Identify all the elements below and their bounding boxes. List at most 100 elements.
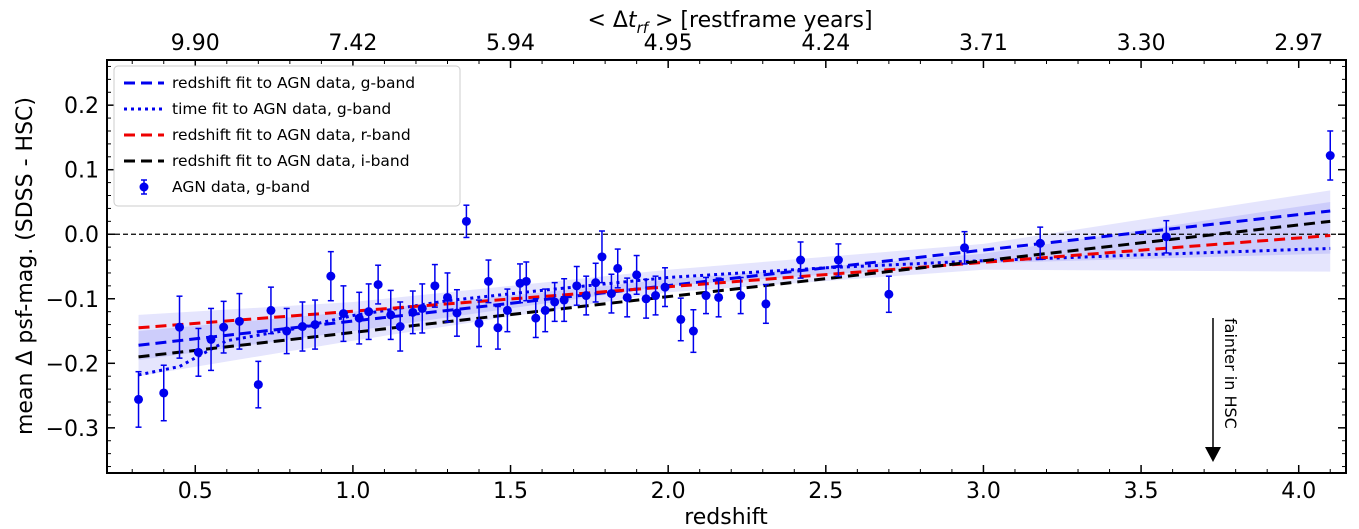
data-marker xyxy=(521,276,531,286)
top-axis-label: < Δtrf > [restframe years] xyxy=(587,8,872,37)
data-marker xyxy=(676,314,686,324)
agn-data-point xyxy=(572,265,582,306)
data-marker xyxy=(833,255,843,265)
data-marker xyxy=(1161,232,1171,242)
agn-data-point xyxy=(159,364,169,422)
agn-data-point xyxy=(193,327,203,377)
agn-data-point xyxy=(266,286,276,335)
top-tick-label: 5.94 xyxy=(486,31,535,56)
agn-data-point xyxy=(701,276,711,315)
top-tick-label: 4.95 xyxy=(644,31,693,56)
agn-data-point xyxy=(175,295,185,359)
agn-data-point xyxy=(461,204,471,239)
agn-data-point xyxy=(688,308,698,354)
agn-data-point xyxy=(206,307,216,372)
data-marker xyxy=(134,394,144,404)
data-marker xyxy=(338,309,348,319)
agn-data-point xyxy=(386,289,396,341)
x-tick-label: 2.5 xyxy=(808,479,843,504)
data-marker xyxy=(461,216,471,226)
data-marker xyxy=(193,347,203,357)
data-marker xyxy=(159,388,169,398)
x-tick-label: 1.0 xyxy=(335,479,370,504)
data-marker xyxy=(373,280,383,290)
data-marker xyxy=(796,255,806,265)
agn-data-point xyxy=(761,283,771,325)
data-marker xyxy=(581,291,591,301)
data-marker xyxy=(884,289,894,299)
data-marker xyxy=(417,303,427,313)
data-marker xyxy=(408,307,418,317)
data-marker xyxy=(219,322,229,332)
agn-data-point xyxy=(326,250,336,302)
data-marker xyxy=(651,291,661,301)
y-tick-label: 0.0 xyxy=(64,223,99,248)
axis-ticks xyxy=(107,60,1346,473)
x-tick-label: 4.0 xyxy=(1281,479,1316,504)
agn-data-point xyxy=(796,241,806,279)
agn-data-point xyxy=(676,297,686,342)
fainter-in-hsc-annotation: fainter in HSC xyxy=(1205,318,1240,462)
agn-data-point xyxy=(1325,130,1335,181)
arrow-head-icon xyxy=(1205,447,1221,462)
data-marker xyxy=(310,320,320,330)
data-marker xyxy=(364,307,374,317)
data-marker xyxy=(175,322,185,332)
data-marker xyxy=(266,305,276,315)
data-marker xyxy=(540,305,550,315)
fit-line-redshift-r xyxy=(138,234,1331,330)
legend-box xyxy=(113,65,461,207)
y-tick-label: 0.1 xyxy=(64,159,99,184)
data-marker xyxy=(960,243,970,253)
data-marker xyxy=(502,305,512,315)
legend-label-redshift-g: redshift fit to AGN data, g-band xyxy=(172,74,415,92)
x-tick-label: 3.5 xyxy=(1124,479,1159,504)
y-axis-label: mean Δ psf-mag. (SDSS - HSC) xyxy=(13,97,38,435)
agn-data-points xyxy=(134,130,1335,428)
x-tick-label: 0.5 xyxy=(178,479,213,504)
agn-data-point xyxy=(660,267,670,308)
agn-data-point xyxy=(521,261,531,302)
data-marker xyxy=(282,326,292,336)
agn-data-point xyxy=(395,301,405,352)
legend-label-redshift-i: redshift fit to AGN data, i-band xyxy=(172,152,410,170)
data-marker xyxy=(395,322,405,332)
agn-data-point xyxy=(1035,226,1045,261)
legend-label-time-g: time fit to AGN data, g-band xyxy=(172,100,391,118)
data-marker xyxy=(572,281,582,291)
x-tick-label: 1.5 xyxy=(493,479,528,504)
agn-data-point xyxy=(591,262,601,303)
fit-line-redshift-i xyxy=(138,219,1331,359)
agn-data-point xyxy=(884,275,894,314)
x-axis-label: redshift xyxy=(684,505,768,529)
data-marker xyxy=(597,252,607,262)
agn-data-point xyxy=(531,298,541,339)
data-marker xyxy=(386,310,396,320)
agn-data-point xyxy=(134,370,144,428)
data-marker xyxy=(714,292,724,302)
confidence-band-0 xyxy=(138,190,1331,377)
agn-data-point xyxy=(493,305,503,350)
data-marker xyxy=(606,289,616,299)
agn-data-point xyxy=(960,230,970,265)
agn-data-point xyxy=(550,281,560,323)
agn-data-point xyxy=(354,291,364,345)
data-marker xyxy=(613,263,623,273)
legend-swatch-agn-points xyxy=(139,179,149,195)
axes-frame xyxy=(106,59,1347,474)
top-tick-label: 7.42 xyxy=(328,31,377,56)
top-tick-label: 3.30 xyxy=(1117,31,1166,56)
data-marker xyxy=(297,322,307,332)
y-tick-label: −0.2 xyxy=(46,352,99,377)
data-marker xyxy=(761,299,771,309)
data-marker xyxy=(641,294,651,304)
agn-data-point xyxy=(373,264,383,305)
data-marker xyxy=(206,334,216,344)
data-marker xyxy=(1035,238,1045,248)
data-marker xyxy=(701,291,711,301)
agn-data-point xyxy=(651,275,661,316)
agn-data-point xyxy=(364,283,374,341)
agn-data-point xyxy=(282,307,292,355)
data-marker xyxy=(452,308,462,318)
data-marker xyxy=(234,316,244,326)
